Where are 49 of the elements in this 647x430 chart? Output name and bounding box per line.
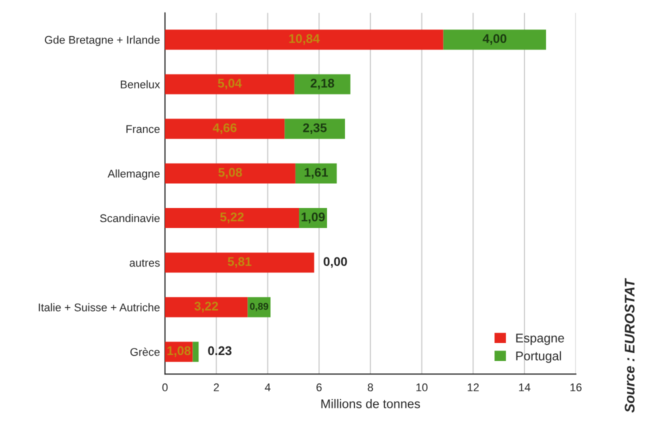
bar [192, 342, 199, 362]
data-label: 0,00 [324, 257, 347, 268]
legend-label: Espagne [516, 334, 564, 345]
data-label: 4,66 [212, 123, 237, 134]
data-label: 1,09 [302, 212, 325, 224]
x-tick-label: 4 [264, 384, 270, 392]
data-label: 5,22 [220, 212, 244, 224]
x-tick-label: 2 [214, 383, 219, 392]
data-label: 2,18 [310, 78, 334, 90]
x-tick-label: 16 [570, 383, 582, 392]
y-tick-label: Italie + Suisse + Autriche [38, 303, 160, 312]
x-tick-label: 12 [468, 383, 479, 392]
data-label: 5,08 [218, 168, 242, 179]
data-label: 4,00 [482, 34, 506, 45]
y-tick-label: Scandinavie [100, 214, 160, 222]
data-label: 1,61 [304, 168, 328, 179]
data-label: 5,81 [228, 257, 252, 268]
bar [164, 297, 248, 318]
legend-label: Portugal [516, 351, 561, 363]
bar [164, 163, 296, 184]
x-axis-title: Millions de tonnes [321, 399, 420, 408]
bar [164, 74, 294, 94]
bar [164, 118, 285, 139]
x-tick-label: 10 [416, 383, 428, 392]
x-tick-label: 8 [368, 383, 374, 392]
bar [284, 118, 345, 139]
bar [294, 74, 350, 94]
bar [295, 163, 337, 184]
x-tick-label: 0 [162, 383, 168, 392]
bar [443, 30, 546, 50]
x-tick-label: 6 [316, 383, 322, 392]
y-tick-label: autres [130, 259, 160, 267]
y-tick-label: Gde Bretagne + Irlande [44, 36, 160, 46]
data-label: 2,35 [303, 123, 327, 134]
bar [164, 30, 444, 50]
data-label: 0.23 [208, 346, 232, 356]
data-label: 0,89 [250, 302, 268, 312]
data-label: 10,84 [289, 34, 320, 45]
bar [164, 252, 314, 273]
data-label: 3,22 [194, 302, 218, 312]
data-label: 5,04 [218, 78, 242, 90]
source-note: Source : EUROSTAT [624, 278, 635, 413]
y-tick-label: Benelux [120, 80, 160, 88]
x-tick-label: 14 [519, 384, 530, 392]
data-label: 1,08 [167, 346, 191, 357]
y-tick-label: Allemagne [108, 169, 160, 180]
bar [164, 208, 300, 228]
y-tick-label: France [126, 125, 160, 133]
y-tick-label: Grèce [130, 348, 160, 356]
